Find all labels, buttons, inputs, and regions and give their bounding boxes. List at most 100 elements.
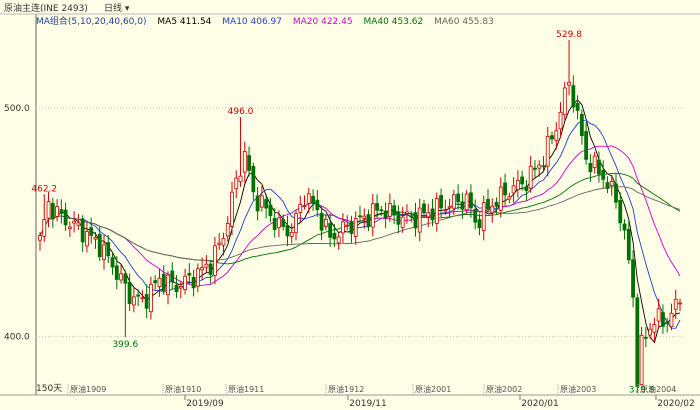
x-tick-label: 2020/02 [657,399,694,409]
candle-body [558,111,563,130]
candle-body [643,336,648,339]
candle-body [119,273,123,281]
candle-body [673,298,678,310]
candle-body [285,225,290,237]
candle-body [106,242,111,257]
candle-body [678,302,682,305]
y-tick-label: 500.0 [4,104,30,114]
candle-body [405,211,409,214]
candle-body [85,231,89,247]
candle-body [349,221,354,234]
candle-body [541,165,546,168]
candle-body [575,102,580,111]
legend-ma20: MA20 422.45 [292,17,353,27]
candle-body [579,113,584,137]
candle-body [396,211,401,225]
candle-body [50,202,55,220]
ma-line-ma60 [39,186,681,262]
candle-body [375,203,379,211]
candle-body [272,217,277,230]
candle-body [63,209,68,226]
candle-body [217,242,222,245]
candle-body [477,219,482,228]
candle-body [323,219,328,227]
candle-body [123,273,128,284]
candle-body [67,226,72,229]
candle-body [97,233,102,258]
candle-body [298,203,303,213]
candle-body [268,204,273,217]
candle-body [597,159,601,175]
candle-body [166,274,170,296]
candle-body [609,181,614,186]
candle-body [89,227,94,236]
candle-body [80,218,85,243]
candle-body [178,285,183,289]
candle-body [370,203,375,228]
candle-body [460,201,465,210]
candle-body [200,267,205,271]
scale-label: 150天 [36,384,62,394]
candle-body [430,208,435,221]
x-tick-label: 2019/09 [186,399,224,409]
candle-body [413,212,418,229]
candle-body [242,151,247,173]
candle-body [665,321,670,324]
candle-body [187,273,192,276]
candle-body [149,283,153,313]
candle-body [341,221,345,234]
candle-body [225,222,230,237]
candle-body [456,193,461,203]
candle-body [46,201,51,219]
candle-body [481,202,486,231]
candle-body [102,244,106,260]
candle-body [38,235,42,241]
candle-body [626,229,631,261]
low-annotation: 379.8 [629,385,655,395]
candle-body [302,205,307,207]
legend-ma40: MA40 453.62 [363,17,424,27]
candle-body [656,308,661,322]
candle-body [588,163,593,172]
contract-label: 原油1909 [70,384,106,394]
candle-body [170,270,175,282]
candle-body [426,212,431,218]
candle-body [387,203,392,217]
candle-body [183,275,187,291]
candle-body [528,165,533,189]
legend-ma-group[interactable]: MA组合(5,10,20,40,60,0) [36,17,147,27]
legend-ma10: MA10 406.97 [222,17,282,27]
candle-body [315,199,320,211]
candle-body [234,177,239,190]
contract-label: 原油2001 [415,384,451,394]
x-tick-label: 2019/11 [349,399,386,409]
candle-body [59,209,64,214]
period-selector[interactable]: 日线 ▾ [104,1,129,14]
candle-body [520,176,525,185]
candle-body [259,195,264,208]
candle-body [571,85,576,108]
candle-body [161,273,166,291]
candle-body [635,297,640,387]
candle-body [451,194,456,209]
candle-body [614,183,618,203]
candle-body [153,280,158,284]
candle-body [503,182,507,196]
candle-body [247,155,251,171]
candle-body [511,185,516,194]
candle-body [191,276,196,289]
candle-body [409,215,414,218]
candle-body [669,312,674,328]
candle-body [93,237,98,240]
y-tick-label: 400.0 [4,332,30,342]
candle-body [311,196,315,204]
candle-body [144,294,149,309]
candle-body [289,231,294,237]
candle-body [494,201,499,207]
candle-body [42,219,47,237]
candle-body [584,131,589,160]
candle-body [605,182,610,189]
candle-body [639,334,644,386]
candle-body [195,268,200,287]
